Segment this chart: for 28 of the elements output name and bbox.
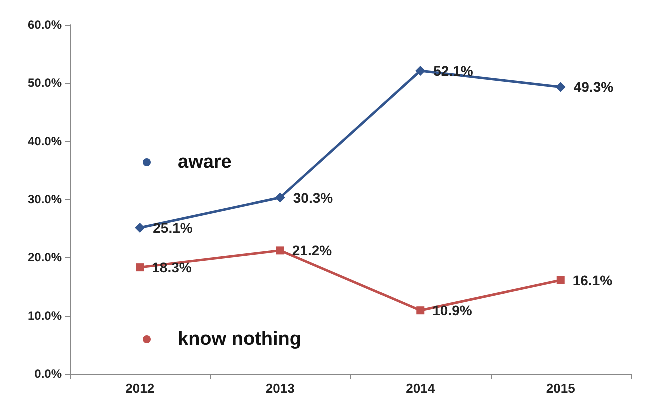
legend-label: aware xyxy=(178,152,232,173)
x-tick-label: 2014 xyxy=(406,381,436,396)
data-label: 10.9% xyxy=(432,302,473,319)
data-label: 21.2% xyxy=(292,242,333,259)
y-tick-label: 30.0% xyxy=(28,192,62,206)
point xyxy=(276,246,284,255)
y-tick-label: 60.0% xyxy=(28,18,62,32)
data-label: 49.3% xyxy=(574,79,614,96)
x-tick-label: 2012 xyxy=(126,381,155,396)
data-label: 16.1% xyxy=(572,272,614,288)
data-label: 30.3% xyxy=(293,190,334,206)
y-tick-label: 10.0% xyxy=(28,308,62,323)
x-tick-label: 2015 xyxy=(546,381,576,396)
point xyxy=(135,223,146,233)
data-label: 18.3% xyxy=(152,260,192,276)
legend-label: know nothing xyxy=(178,329,302,350)
point xyxy=(136,264,144,272)
x-tick-label: 2013 xyxy=(266,381,295,396)
y-tick-label: 40.0% xyxy=(28,134,62,148)
point xyxy=(416,306,425,315)
data-label: 25.1% xyxy=(153,220,194,236)
point xyxy=(416,66,426,76)
y-tick-label: 50.0% xyxy=(28,76,62,90)
point xyxy=(556,276,565,284)
point xyxy=(556,82,566,92)
y-tick-label: 20.0% xyxy=(28,250,62,265)
point xyxy=(275,192,286,203)
y-tick-label: 0.0% xyxy=(34,367,62,381)
